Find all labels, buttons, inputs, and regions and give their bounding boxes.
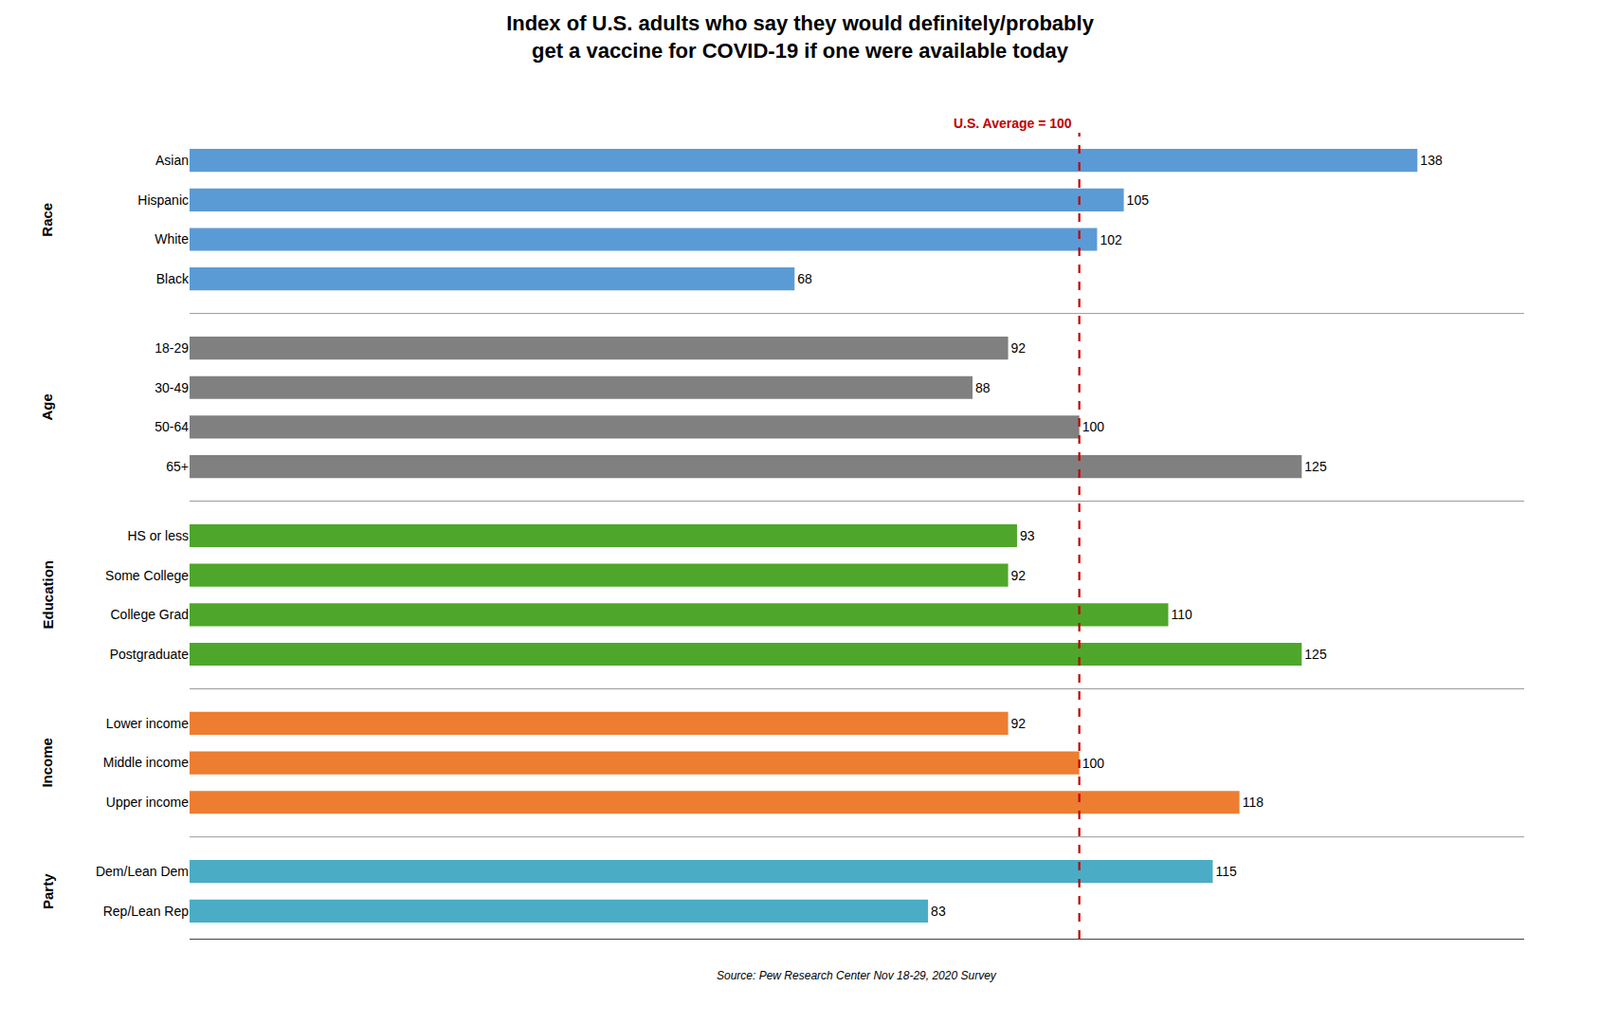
svg-text:125: 125 (1304, 458, 1328, 474)
svg-text:115: 115 (1215, 863, 1237, 879)
svg-text:Hispanic: Hispanic (137, 192, 189, 208)
svg-text:Income: Income (38, 737, 55, 788)
svg-text:125: 125 (1304, 646, 1328, 662)
svg-text:Asian: Asian (155, 152, 189, 168)
svg-text:100: 100 (1082, 755, 1106, 771)
svg-text:Lower income: Lower income (106, 715, 189, 731)
svg-text:Some College: Some College (105, 567, 189, 583)
svg-text:138: 138 (1419, 152, 1443, 168)
svg-text:Dem/Lean Dem: Dem/Lean Dem (95, 863, 189, 879)
svg-text:88: 88 (975, 380, 991, 396)
svg-text:Party: Party (39, 872, 56, 910)
svg-text:92: 92 (1011, 567, 1027, 583)
svg-text:92: 92 (1011, 340, 1027, 356)
svg-text:102: 102 (1099, 232, 1123, 248)
svg-text:93: 93 (1019, 527, 1036, 544)
svg-text:Race: Race (38, 202, 55, 237)
svg-text:College Grad: College Grad (110, 606, 190, 622)
svg-text:Middle income: Middle income (103, 754, 189, 770)
svg-text:50-64: 50-64 (154, 418, 189, 435)
svg-text:Black: Black (156, 271, 190, 287)
svg-text:65+: 65+ (165, 458, 189, 474)
svg-text:Age: Age (38, 393, 55, 420)
svg-text:83: 83 (930, 903, 946, 919)
svg-text:105: 105 (1127, 192, 1150, 208)
svg-text:Postgraduate: Postgraduate (109, 646, 189, 662)
svg-text:Index of U.S. adults who say t: Index of U.S. adults who say they would … (506, 11, 1095, 63)
svg-text:100: 100 (1082, 418, 1106, 435)
svg-text:White: White (154, 231, 189, 247)
svg-text:68: 68 (797, 271, 813, 287)
svg-text:HS or less: HS or less (127, 527, 189, 544)
svg-text:Upper income: Upper income (106, 794, 189, 810)
svg-text:18-29: 18-29 (154, 340, 189, 356)
svg-text:Source: Pew Research Center No: Source: Pew Research Center Nov 18-29, 2… (716, 968, 998, 982)
svg-text:110: 110 (1171, 606, 1194, 622)
svg-text:92: 92 (1011, 715, 1027, 731)
svg-text:U.S. Average = 100: U.S. Average = 100 (953, 115, 1073, 131)
svg-text:Education: Education (39, 560, 56, 630)
svg-text:118: 118 (1242, 794, 1265, 810)
svg-text:Rep/Lean Rep: Rep/Lean Rep (103, 903, 190, 919)
svg-text:30-49: 30-49 (154, 380, 189, 396)
